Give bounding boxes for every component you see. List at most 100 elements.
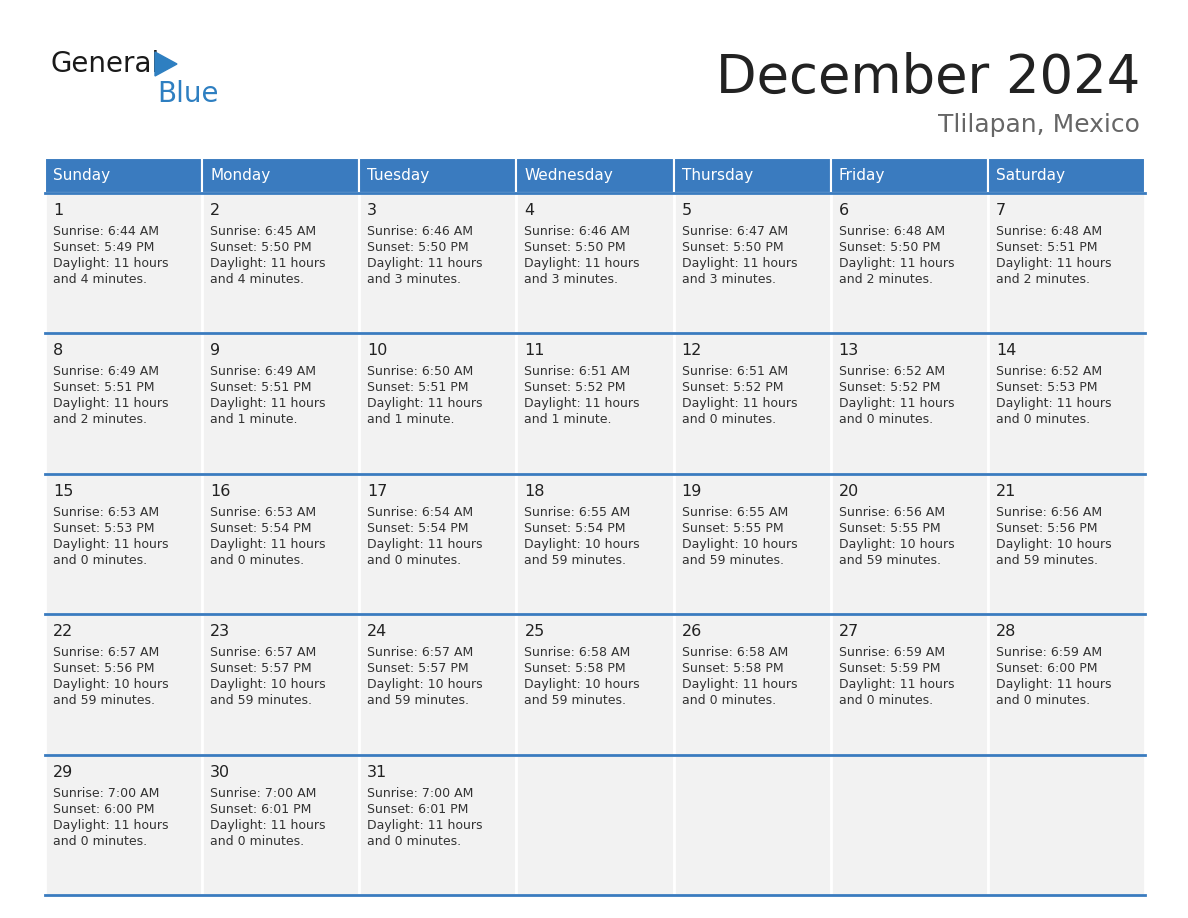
Bar	[517, 333, 674, 474]
Text: Sunset: 5:50 PM: Sunset: 5:50 PM	[682, 241, 783, 254]
Bar	[45, 333, 202, 474]
Text: and 1 minute.: and 1 minute.	[210, 413, 298, 426]
Text: Daylight: 11 hours: Daylight: 11 hours	[682, 678, 797, 691]
Text: 4: 4	[524, 203, 535, 218]
Bar	[517, 193, 674, 333]
Text: Daylight: 11 hours: Daylight: 11 hours	[996, 678, 1111, 691]
Text: Sunset: 5:59 PM: Sunset: 5:59 PM	[839, 662, 940, 676]
Bar	[830, 333, 988, 474]
Bar	[359, 193, 517, 333]
Text: and 2 minutes.: and 2 minutes.	[839, 273, 933, 286]
Text: Sunrise: 7:00 AM: Sunrise: 7:00 AM	[367, 787, 474, 800]
Text: and 1 minute.: and 1 minute.	[367, 413, 455, 426]
Text: 15: 15	[53, 484, 74, 498]
Text: and 3 minutes.: and 3 minutes.	[524, 273, 619, 286]
Bar	[45, 193, 202, 333]
Text: Friday: Friday	[839, 168, 885, 183]
Text: and 0 minutes.: and 0 minutes.	[210, 554, 304, 566]
Text: Sunset: 6:01 PM: Sunset: 6:01 PM	[367, 802, 468, 815]
Text: and 59 minutes.: and 59 minutes.	[53, 694, 154, 707]
Text: and 59 minutes.: and 59 minutes.	[210, 694, 312, 707]
Bar	[830, 474, 988, 614]
Bar	[988, 474, 1145, 614]
Text: Sunrise: 6:48 AM: Sunrise: 6:48 AM	[839, 225, 944, 238]
Text: 18: 18	[524, 484, 545, 498]
Text: and 59 minutes.: and 59 minutes.	[996, 554, 1098, 566]
Bar	[202, 193, 359, 333]
Text: Daylight: 10 hours: Daylight: 10 hours	[367, 678, 482, 691]
Bar	[988, 158, 1145, 193]
Text: and 59 minutes.: and 59 minutes.	[524, 694, 626, 707]
Text: Sunset: 5:51 PM: Sunset: 5:51 PM	[367, 381, 469, 395]
Text: Sunrise: 6:56 AM: Sunrise: 6:56 AM	[996, 506, 1102, 519]
Text: Sunrise: 6:44 AM: Sunrise: 6:44 AM	[53, 225, 159, 238]
Bar	[202, 158, 359, 193]
Text: 8: 8	[53, 343, 63, 358]
Text: Sunrise: 6:47 AM: Sunrise: 6:47 AM	[682, 225, 788, 238]
Text: Sunset: 5:52 PM: Sunset: 5:52 PM	[682, 381, 783, 395]
Text: 25: 25	[524, 624, 544, 639]
Text: Sunset: 5:57 PM: Sunset: 5:57 PM	[210, 662, 311, 676]
Text: Sunset: 5:49 PM: Sunset: 5:49 PM	[53, 241, 154, 254]
Text: 22: 22	[53, 624, 74, 639]
Text: 3: 3	[367, 203, 378, 218]
Text: 7: 7	[996, 203, 1006, 218]
Text: Sunrise: 6:53 AM: Sunrise: 6:53 AM	[210, 506, 316, 519]
Text: 6: 6	[839, 203, 849, 218]
Bar	[359, 474, 517, 614]
Text: Sunrise: 7:00 AM: Sunrise: 7:00 AM	[210, 787, 316, 800]
Text: Sunset: 5:50 PM: Sunset: 5:50 PM	[524, 241, 626, 254]
Bar	[674, 193, 830, 333]
Text: Sunset: 6:00 PM: Sunset: 6:00 PM	[53, 802, 154, 815]
Text: 9: 9	[210, 343, 220, 358]
Text: Daylight: 10 hours: Daylight: 10 hours	[524, 678, 640, 691]
Text: 14: 14	[996, 343, 1016, 358]
Text: Sunset: 5:50 PM: Sunset: 5:50 PM	[367, 241, 469, 254]
Text: 31: 31	[367, 765, 387, 779]
Bar	[830, 614, 988, 755]
Text: and 0 minutes.: and 0 minutes.	[210, 834, 304, 847]
Text: and 0 minutes.: and 0 minutes.	[367, 834, 461, 847]
Text: Sunset: 5:51 PM: Sunset: 5:51 PM	[210, 381, 311, 395]
Text: 28: 28	[996, 624, 1016, 639]
Text: Daylight: 11 hours: Daylight: 11 hours	[524, 257, 640, 270]
Bar	[674, 755, 830, 895]
Text: Daylight: 11 hours: Daylight: 11 hours	[839, 678, 954, 691]
Text: Daylight: 10 hours: Daylight: 10 hours	[996, 538, 1112, 551]
Text: Daylight: 11 hours: Daylight: 11 hours	[839, 397, 954, 410]
Text: Sunset: 6:01 PM: Sunset: 6:01 PM	[210, 802, 311, 815]
Text: Sunset: 5:50 PM: Sunset: 5:50 PM	[210, 241, 311, 254]
Bar	[830, 158, 988, 193]
Text: and 0 minutes.: and 0 minutes.	[839, 413, 933, 426]
Text: 26: 26	[682, 624, 702, 639]
Bar	[517, 158, 674, 193]
Bar	[830, 755, 988, 895]
Text: Daylight: 11 hours: Daylight: 11 hours	[53, 257, 169, 270]
Text: and 2 minutes.: and 2 minutes.	[53, 413, 147, 426]
Text: Sunrise: 6:57 AM: Sunrise: 6:57 AM	[53, 646, 159, 659]
Text: Sunday: Sunday	[53, 168, 110, 183]
Text: Sunrise: 6:50 AM: Sunrise: 6:50 AM	[367, 365, 474, 378]
Text: Sunset: 5:54 PM: Sunset: 5:54 PM	[367, 521, 469, 535]
Text: Sunset: 5:55 PM: Sunset: 5:55 PM	[682, 521, 783, 535]
Text: Tlilapan, Mexico: Tlilapan, Mexico	[939, 113, 1140, 137]
Text: and 0 minutes.: and 0 minutes.	[682, 413, 776, 426]
Text: Saturday: Saturday	[996, 168, 1064, 183]
Text: 30: 30	[210, 765, 230, 779]
Text: 12: 12	[682, 343, 702, 358]
Bar	[202, 474, 359, 614]
Text: Sunrise: 6:59 AM: Sunrise: 6:59 AM	[996, 646, 1102, 659]
Bar	[359, 158, 517, 193]
Bar	[45, 614, 202, 755]
Text: Sunrise: 6:46 AM: Sunrise: 6:46 AM	[367, 225, 473, 238]
Bar	[988, 755, 1145, 895]
Text: Sunset: 5:53 PM: Sunset: 5:53 PM	[996, 381, 1098, 395]
Text: and 0 minutes.: and 0 minutes.	[996, 694, 1089, 707]
Text: Daylight: 11 hours: Daylight: 11 hours	[210, 538, 326, 551]
Text: Thursday: Thursday	[682, 168, 753, 183]
Text: Sunrise: 6:49 AM: Sunrise: 6:49 AM	[210, 365, 316, 378]
Text: Sunrise: 6:46 AM: Sunrise: 6:46 AM	[524, 225, 631, 238]
Text: 20: 20	[839, 484, 859, 498]
Bar	[674, 333, 830, 474]
Bar	[988, 614, 1145, 755]
